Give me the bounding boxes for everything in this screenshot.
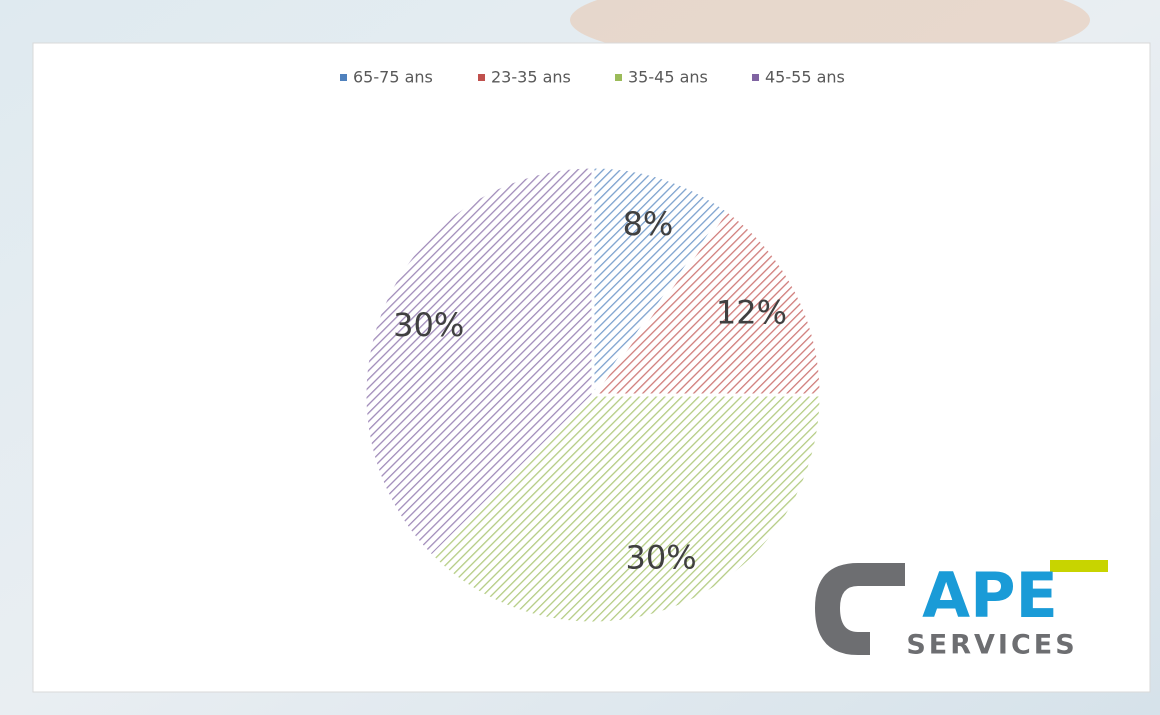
data-label: 30% <box>393 306 464 344</box>
legend-marker <box>478 74 485 81</box>
pie-slice <box>429 393 823 625</box>
legend-label: 35-45 ans <box>628 68 708 87</box>
data-label: 30% <box>625 538 696 576</box>
logo-accent <box>1050 560 1108 572</box>
legend-label: 23-35 ans <box>491 68 571 87</box>
legend-label: 65-75 ans <box>353 68 433 87</box>
data-label: 8% <box>623 205 674 243</box>
legend-label: 45-55 ans <box>765 68 845 87</box>
legend-marker <box>340 74 347 81</box>
pie-slice <box>590 208 823 397</box>
chart: 8% 12% 30% 30% 65-75 ans 23-35 ans 35-45 ans 45… <box>340 68 845 625</box>
pie-slice <box>591 165 730 400</box>
logo-name: APE <box>922 559 1058 632</box>
legend-marker <box>615 74 622 81</box>
logo-c <box>815 563 905 655</box>
pie-slice <box>363 165 595 559</box>
logo: APE SERVICES <box>815 559 1108 661</box>
data-label: 12% <box>716 293 787 331</box>
legend-marker <box>752 74 759 81</box>
logo-tagline: SERVICES <box>906 630 1077 661</box>
